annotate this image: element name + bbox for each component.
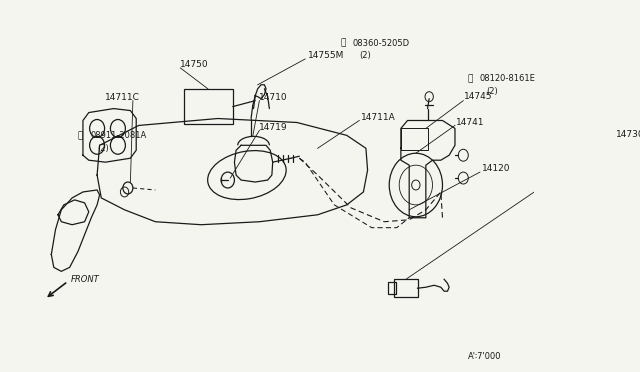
Text: (2): (2) bbox=[486, 87, 497, 96]
Text: (2): (2) bbox=[97, 144, 109, 153]
Text: 14741: 14741 bbox=[456, 118, 484, 127]
Text: Ⓑ: Ⓑ bbox=[467, 74, 473, 83]
Text: 14745: 14745 bbox=[464, 92, 493, 101]
Text: (2): (2) bbox=[359, 51, 371, 61]
Text: 14750: 14750 bbox=[180, 60, 209, 70]
Text: A'∶7'000: A'∶7'000 bbox=[467, 352, 501, 361]
Text: 08360-5205D: 08360-5205D bbox=[353, 39, 410, 48]
Text: Ⓢ: Ⓢ bbox=[341, 39, 346, 48]
Text: Ⓝ: Ⓝ bbox=[78, 131, 83, 140]
Bar bbox=[401, 128, 428, 150]
Text: 08120-8161E: 08120-8161E bbox=[479, 74, 535, 83]
Text: 14711A: 14711A bbox=[361, 113, 396, 122]
Bar bbox=[184, 89, 233, 125]
Bar bbox=[394, 279, 417, 297]
Bar bbox=[388, 282, 396, 294]
Text: 08911-2081A: 08911-2081A bbox=[90, 131, 147, 140]
Text: 14710: 14710 bbox=[259, 93, 288, 102]
Text: 14719: 14719 bbox=[259, 123, 288, 132]
Text: FRONT: FRONT bbox=[70, 275, 99, 284]
Text: 14730: 14730 bbox=[616, 130, 640, 139]
Text: 14120: 14120 bbox=[482, 164, 510, 173]
Text: 14711C: 14711C bbox=[106, 93, 140, 102]
Text: 14755M: 14755M bbox=[308, 51, 344, 61]
